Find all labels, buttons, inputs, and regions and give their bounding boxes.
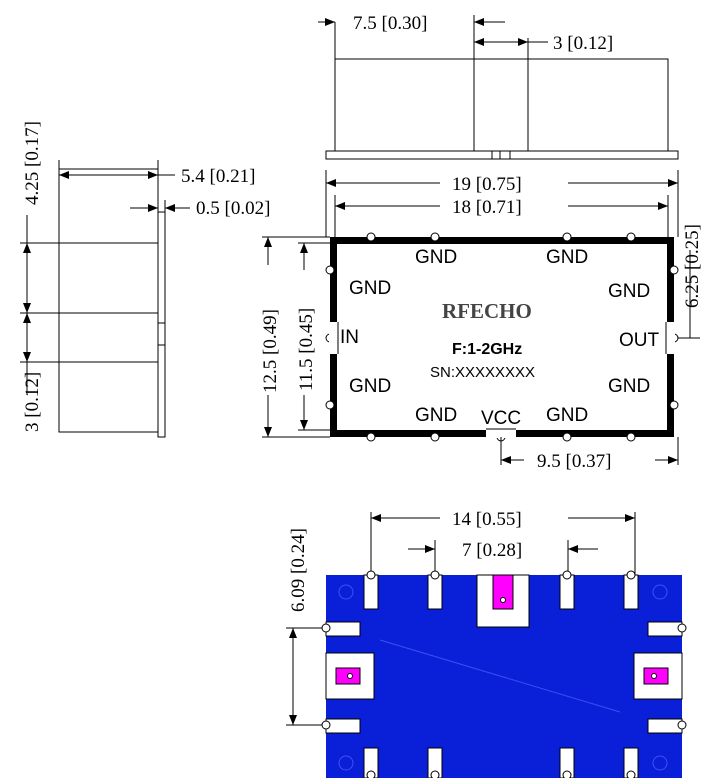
dim-side-height: 4.25 [0.17]: [22, 121, 43, 205]
pin-gnd-lower-left: GND: [349, 376, 391, 397]
pin-gnd-bottom-left: GND: [415, 405, 457, 426]
dim-side-bottom: 3 [0.12]: [22, 372, 43, 432]
dim-top-width-a: 7.5 [0.30]: [353, 13, 427, 34]
dim-right-pitch: 6.25 [0.25]: [682, 224, 702, 308]
dim-overall-height: 12.5 [0.49]: [260, 309, 281, 393]
module-serial: SN:XXXXXXXX: [430, 364, 535, 381]
pin-gnd-top-right: GND: [546, 247, 588, 268]
pin-gnd-upper-left: GND: [349, 278, 391, 299]
bottom-view: 14 [0.55] 7 [0.28] 6.09 [0.24]: [286, 509, 687, 778]
pin-gnd-bottom-right: GND: [546, 405, 588, 426]
top-view-base: [325, 150, 679, 160]
dim-bottom-pitch: 9.5 [0.37]: [537, 451, 611, 472]
pin-in: IN: [340, 327, 359, 348]
dim-inner-height: 11.5 [0.45]: [296, 308, 317, 391]
dim-pad-span: 14 [0.55]: [452, 509, 522, 530]
top-view: 7.5 [0.30] 3 [0.12]: [318, 13, 679, 160]
module-brand: RFECHO: [442, 299, 532, 323]
dim-pad-height: 6.09 [0.24]: [288, 528, 309, 612]
pcb-signal-pads: [335, 574, 669, 685]
dim-overall-width: 19 [0.75]: [452, 174, 522, 195]
top-view-body: [334, 58, 669, 152]
dim-top-width-b: 3 [0.12]: [553, 33, 613, 54]
pcb-pad-slots: [325, 574, 683, 778]
dim-inner-width: 18 [0.71]: [452, 197, 522, 218]
pin-gnd-top-left: GND: [415, 247, 457, 268]
pin-gnd-upper-right: GND: [608, 281, 650, 302]
side-view: 4.25 [0.17] 3 [0.12] 5.4 [0.21] 0.5 [0.0…: [20, 121, 270, 438]
pin-vcc: VCC: [481, 408, 521, 429]
module-frequency: F:1-2GHz: [452, 341, 522, 358]
dim-side-width-b: 0.5 [0.02]: [196, 198, 270, 219]
front-view: 19 [0.75] 18 [0.71] 12.5 [0.49] 11.5 [0.…: [260, 170, 702, 472]
pin-gnd-lower-right: GND: [608, 376, 650, 397]
dim-side-width-a: 5.4 [0.21]: [181, 166, 255, 187]
dim-pad-pitch: 7 [0.28]: [462, 540, 522, 561]
side-view-lead: [157, 211, 166, 438]
pin-out: OUT: [619, 330, 660, 351]
